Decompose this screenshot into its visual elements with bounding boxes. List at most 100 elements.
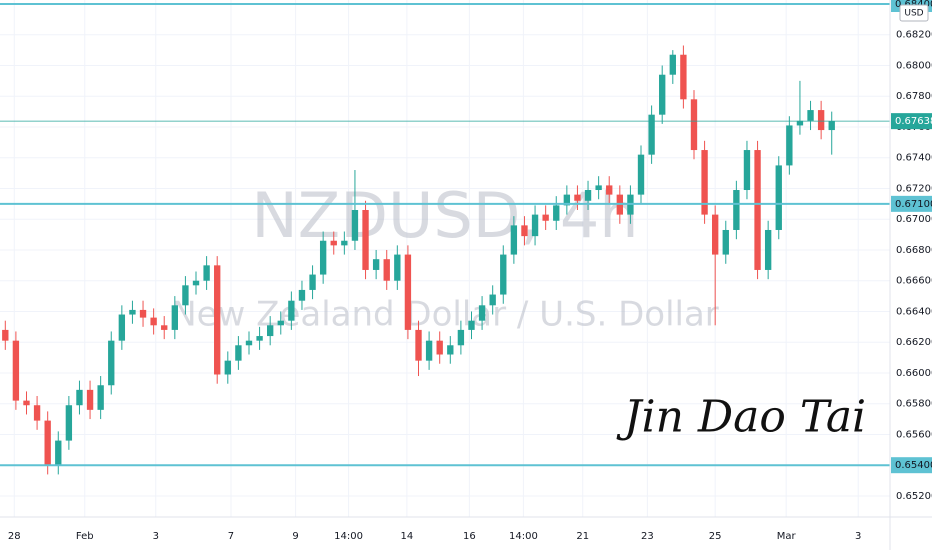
candle-body xyxy=(44,420,51,466)
candle-body xyxy=(404,254,412,330)
candle-body xyxy=(351,209,359,241)
candle-body xyxy=(447,345,454,355)
candle-body xyxy=(362,209,369,270)
candle-body xyxy=(171,305,178,330)
candle-body xyxy=(553,205,560,221)
candle-body xyxy=(595,185,602,191)
currency-label[interactable]: USD xyxy=(904,9,923,19)
candle-body xyxy=(690,99,698,151)
candle-body xyxy=(55,440,62,466)
x-tick-label: 3 xyxy=(153,531,159,542)
x-tick-label: 7 xyxy=(228,531,234,542)
last-price-label: 0.67638 xyxy=(895,116,932,127)
candle-body xyxy=(531,214,539,237)
candle-body xyxy=(733,190,740,230)
candle-body xyxy=(457,329,465,346)
candle-body xyxy=(235,345,242,361)
x-tick-label: 21 xyxy=(576,531,589,542)
candle-body xyxy=(764,229,772,270)
candle-body xyxy=(330,240,337,246)
x-tick-label: 16 xyxy=(463,531,476,542)
x-tick-label: Mar xyxy=(777,531,797,542)
candle-body xyxy=(192,280,200,286)
currency-box[interactable] xyxy=(899,4,929,22)
candle-body xyxy=(267,325,274,337)
candle-body xyxy=(139,309,147,318)
level-label-box xyxy=(891,195,932,212)
candle-body xyxy=(817,110,825,131)
candle-body xyxy=(23,400,30,406)
candle-body xyxy=(584,190,592,201)
candle-body xyxy=(108,340,115,386)
candle-body xyxy=(415,329,422,361)
candle-body xyxy=(203,265,210,281)
candle-body xyxy=(245,340,253,346)
candle-body xyxy=(309,274,316,290)
candle-body xyxy=(118,314,126,341)
x-tick-label: 14 xyxy=(400,531,413,542)
candle-body xyxy=(436,340,443,355)
candle-body xyxy=(319,240,327,275)
candle-body xyxy=(214,265,221,375)
candle-body xyxy=(754,150,761,270)
candle-body xyxy=(796,120,804,126)
candle-body xyxy=(648,114,655,155)
candle-body xyxy=(574,194,581,201)
x-tick-label: 14:00 xyxy=(334,531,363,542)
candle-body xyxy=(563,194,571,206)
candle-body xyxy=(828,121,835,131)
last-price-box xyxy=(891,113,932,130)
candle-body xyxy=(775,165,782,230)
level-label-box xyxy=(891,457,932,474)
candle-body xyxy=(489,294,496,306)
candle-body xyxy=(224,360,231,375)
x-tick-label: 3 xyxy=(855,531,861,542)
signature: Jin Dao Tai xyxy=(616,392,866,443)
watermark-subtitle: New Zealand Dollar / U.S. Dollar xyxy=(171,295,719,335)
candle-body xyxy=(542,214,549,221)
candle-body xyxy=(372,259,380,270)
candle-body xyxy=(86,389,94,410)
candle-body xyxy=(288,300,295,321)
candle-body xyxy=(76,389,83,406)
candle-body xyxy=(500,254,507,295)
candle-body xyxy=(161,325,168,330)
candle-body xyxy=(743,150,751,191)
candle-body xyxy=(425,340,433,361)
x-tick-label: 23 xyxy=(641,531,654,542)
candle-body xyxy=(65,405,73,441)
candle-body xyxy=(383,259,390,281)
candle-body xyxy=(786,125,793,166)
candle-body xyxy=(712,214,719,255)
x-tick-label: 14:00 xyxy=(509,531,538,542)
candle-body xyxy=(129,309,136,315)
candle-body xyxy=(277,320,284,326)
x-tick-label: 25 xyxy=(709,531,722,542)
candle-body xyxy=(341,240,348,246)
x-tick-label: 9 xyxy=(292,531,298,542)
candle-body xyxy=(256,336,263,341)
candle-body xyxy=(298,289,306,301)
candle-body xyxy=(521,225,528,237)
candle-body xyxy=(637,154,645,195)
candle-body xyxy=(659,74,666,115)
candle-body xyxy=(680,54,687,100)
y-tick-label: 0.68200 xyxy=(896,30,932,41)
candle-body xyxy=(12,340,20,401)
